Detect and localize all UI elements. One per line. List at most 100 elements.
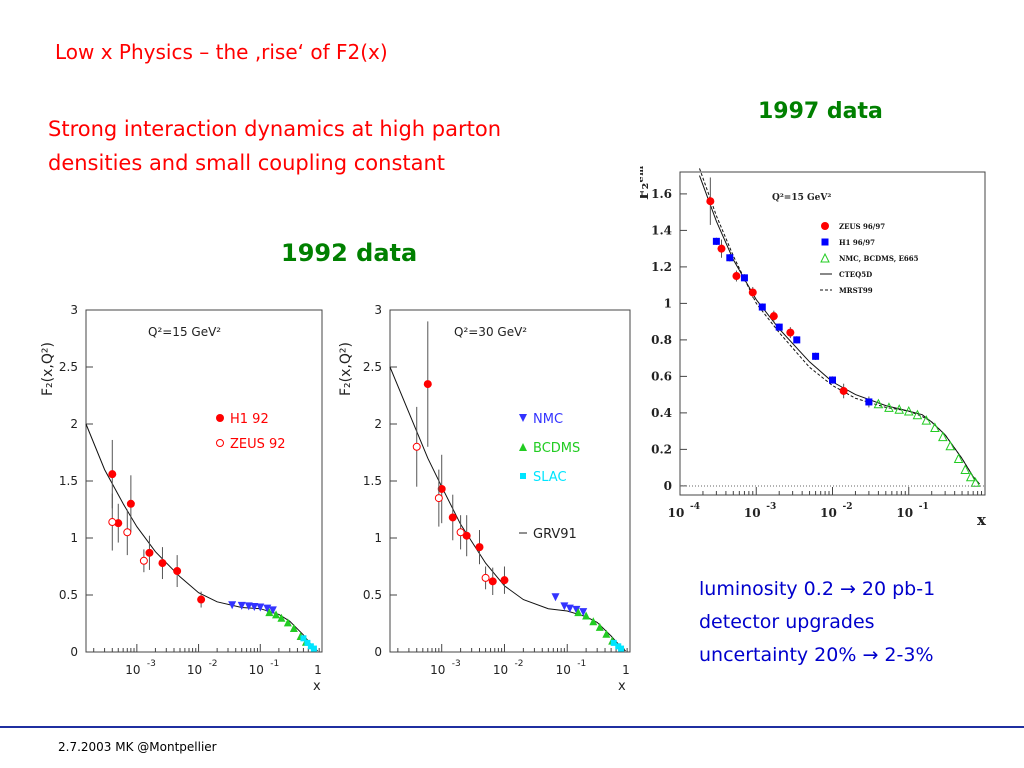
data-point <box>250 602 259 611</box>
data-point <box>740 274 748 282</box>
data-point <box>448 513 457 522</box>
legend-label: ZEUS 96/97 <box>839 222 885 231</box>
data-point <box>786 328 795 337</box>
y-tick-label: 2.5 <box>363 360 382 374</box>
data-point <box>300 635 307 642</box>
data-point <box>706 197 715 206</box>
legend-label: ZEUS 92 <box>230 437 286 452</box>
legend-marker <box>216 439 224 447</box>
q2-annotation: Q²=15 GeV² <box>148 325 221 339</box>
data-point <box>237 601 246 610</box>
chart-1997-q15: 0 0.2 0.4 0.6 0.8 1 1.2 1.4 1.6 10 -4 10 -3 10 -2 10 -1 F… <box>640 165 987 529</box>
y-tick-label: 2 <box>374 417 382 431</box>
data-point <box>726 254 734 262</box>
data-point <box>310 645 317 652</box>
data-point <box>812 352 820 360</box>
y-axis-label: F₂ᵉᵐ <box>640 165 652 200</box>
data-point <box>265 608 274 617</box>
y-tick-label: 1 <box>374 531 382 545</box>
data-point <box>732 272 741 281</box>
x-tick-exponent: -1 <box>577 659 586 669</box>
data-point <box>945 440 956 451</box>
data-point <box>582 611 591 620</box>
data-point <box>256 603 265 612</box>
y-tick-label: 0 <box>374 645 382 659</box>
legend-marker <box>821 238 829 246</box>
y-tick-label: 1.6 <box>651 187 672 201</box>
y-tick-label: 1.5 <box>363 474 382 488</box>
y-tick-label: 1.5 <box>59 474 78 488</box>
data-point <box>173 567 182 576</box>
subtitle-line-2: densities and small coupling constant <box>48 151 446 175</box>
y-tick-label: 0.6 <box>651 369 672 383</box>
x-tick-exponent: -2 <box>514 659 523 669</box>
data-point <box>145 548 154 557</box>
legend-label: CTEQ5D <box>839 270 872 279</box>
y-tick-label: 2 <box>70 417 78 431</box>
x-tick-exponent: -4 <box>690 502 700 512</box>
data-point <box>123 528 132 537</box>
data-point <box>277 613 286 622</box>
data-point <box>793 336 801 344</box>
legend-label: BCDMS <box>533 441 580 456</box>
y-tick-label: 3 <box>70 303 78 317</box>
x-axis-label: x <box>618 679 626 694</box>
x-tick-exponent: -3 <box>766 502 776 512</box>
data-point <box>423 380 432 389</box>
data-point <box>244 602 253 611</box>
data-point <box>272 610 281 619</box>
data-point <box>618 645 625 652</box>
data-point <box>456 528 465 537</box>
x-tick-exponent: -1 <box>270 659 279 669</box>
info-line-uncertainty: uncertainty 20% → 2-3% <box>699 644 934 666</box>
data-point <box>769 312 778 321</box>
data-point <box>579 608 588 617</box>
data-point <box>717 244 726 253</box>
y-tick-label: 0 <box>70 645 78 659</box>
x-axis-label: x <box>977 511 987 529</box>
y-tick-label: 2.5 <box>59 360 78 374</box>
data-point <box>139 556 148 565</box>
y-axis-label: F₂(x,Q²) <box>40 342 56 396</box>
data-point <box>894 404 905 414</box>
y-tick-label: 0.5 <box>59 588 78 602</box>
slide-subtitle: Strong interaction dynamics at high part… <box>48 112 501 180</box>
data-point <box>589 617 598 626</box>
data-point <box>114 519 123 528</box>
q2-annotation: Q²=30 GeV² <box>454 325 527 339</box>
x-tick-exponent: -1 <box>919 502 929 512</box>
legend-label: NMC, BCDMS, E665 <box>839 254 919 263</box>
x-tick-label: 10 <box>125 663 140 677</box>
data-point <box>572 605 581 614</box>
data-point <box>126 499 135 508</box>
data-point <box>412 442 421 451</box>
data-point <box>912 409 923 420</box>
data-point <box>865 398 873 406</box>
data-point <box>921 415 932 425</box>
data-point <box>197 595 206 604</box>
data-point <box>965 471 976 482</box>
data-point <box>758 303 766 311</box>
x-tick-label: 10 <box>744 506 761 520</box>
y-tick-label: 0 <box>664 479 672 493</box>
data-point <box>960 464 971 474</box>
data-point <box>158 559 167 568</box>
data-point <box>500 576 509 585</box>
footer-divider <box>0 726 1024 728</box>
data-point <box>304 639 311 646</box>
x-tick-label: 10 <box>896 506 913 520</box>
data-point <box>307 643 314 650</box>
data-point <box>565 604 574 613</box>
legend-marker <box>519 443 527 451</box>
legend-marker <box>520 473 526 479</box>
x-tick-label: 10 <box>493 663 508 677</box>
legend-label: SLAC <box>533 470 567 485</box>
x-axis-label: x <box>313 679 321 694</box>
subtitle-line-1: Strong interaction dynamics at high part… <box>48 117 501 141</box>
y-tick-label: 0.4 <box>651 406 672 420</box>
data-point <box>551 593 560 602</box>
data-point <box>108 518 117 527</box>
legend-label: GRV91 <box>533 527 577 542</box>
x-tick-label: 10 <box>668 506 685 520</box>
data-point <box>475 543 484 552</box>
